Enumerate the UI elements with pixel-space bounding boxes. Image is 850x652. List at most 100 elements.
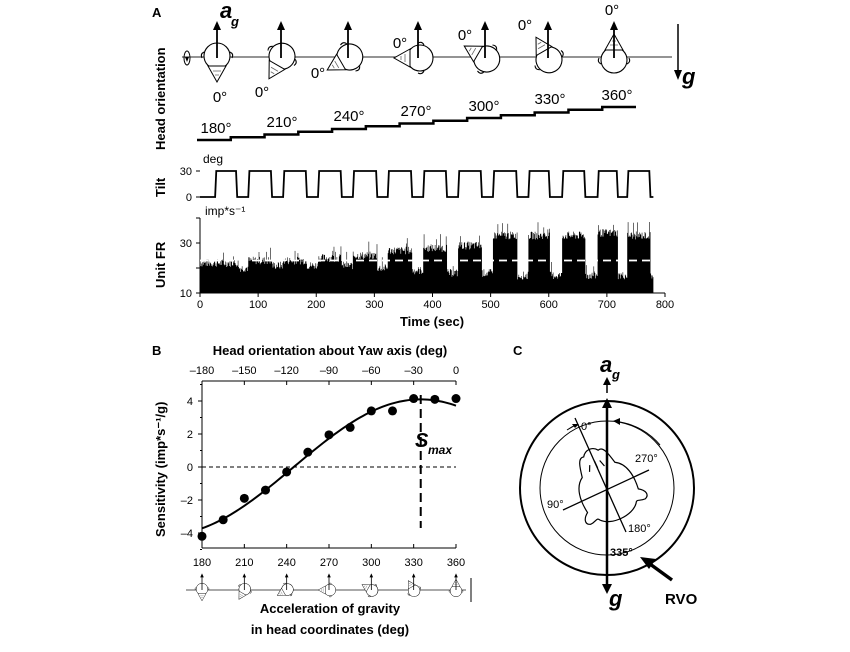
head-icon-240 bbox=[326, 42, 364, 72]
arrow-head bbox=[414, 21, 422, 30]
c-g-label: g bbox=[608, 586, 623, 611]
fr-xtick-200: 200 bbox=[307, 299, 325, 311]
ears bbox=[238, 584, 252, 594]
ag-arrow-icon bbox=[481, 21, 489, 58]
ag-arrow-icon bbox=[200, 573, 204, 590]
b-xlabel-line2: in head coordinates (deg) bbox=[251, 622, 409, 637]
ag-arrow-icon bbox=[414, 21, 422, 58]
tilt-ylabel: Tilt bbox=[153, 177, 168, 197]
fr-ytick-10: 10 bbox=[180, 288, 192, 300]
ag-arrow-icon bbox=[277, 21, 285, 58]
fr-ytick-30: 30 bbox=[180, 238, 192, 250]
b-xtick-bottom-270: 270 bbox=[320, 557, 338, 569]
zero-deg-label: 0° bbox=[605, 2, 619, 19]
ears bbox=[448, 589, 464, 593]
b-head-icon-210 bbox=[238, 583, 252, 600]
head-icon-210 bbox=[267, 42, 297, 80]
snout bbox=[197, 593, 207, 602]
b-data-point bbox=[218, 515, 228, 525]
fr-xtick-500: 500 bbox=[481, 299, 499, 311]
snout bbox=[535, 36, 553, 57]
ag-label: a bbox=[220, 0, 232, 23]
head-outline bbox=[323, 583, 336, 597]
deg-270-label: 270° bbox=[635, 453, 658, 465]
snout-detail bbox=[468, 47, 477, 56]
unit-fr-chart: imp*s⁻¹ Unit FR 30 10 Time (sec) 0 100 200… bbox=[153, 204, 674, 329]
snout-detail bbox=[200, 595, 204, 598]
yaw-rotation-icon bbox=[183, 50, 191, 66]
snout bbox=[207, 65, 227, 84]
stair-label-360: 360° bbox=[601, 87, 632, 104]
arrow-head bbox=[344, 21, 352, 30]
snout-detail bbox=[279, 591, 283, 595]
b-data-point bbox=[303, 447, 313, 457]
b-data-point bbox=[345, 422, 355, 432]
head-orientation-row: a g g 0° 0° 0° 0° 0° 0° 0° bbox=[182, 0, 696, 106]
naso-occipital-axis bbox=[574, 417, 627, 533]
gravity-arrow-icon bbox=[674, 24, 682, 80]
b-head-icon-330 bbox=[407, 580, 421, 597]
snout-detail bbox=[408, 582, 413, 586]
b-xlabel-line1: Acceleration of gravity bbox=[260, 601, 401, 616]
ag-arrow-icon bbox=[544, 21, 552, 58]
snout bbox=[317, 585, 326, 595]
deg-180-label: 180° bbox=[628, 523, 651, 535]
b-xtick-top: 0 bbox=[453, 365, 459, 377]
c-ag-subscript: g bbox=[611, 367, 620, 382]
deg-90-label: 90° bbox=[547, 499, 564, 511]
fr-ylabel: Unit FR bbox=[153, 241, 168, 288]
b-data-point bbox=[366, 406, 376, 416]
b-head-icon-300 bbox=[361, 583, 379, 598]
b-xtick-top: –180 bbox=[190, 365, 214, 377]
up-arrowhead-icon bbox=[602, 398, 612, 408]
zero-deg-label: 0° bbox=[311, 65, 325, 82]
stair-label-300: 300° bbox=[468, 98, 499, 115]
ears bbox=[283, 582, 293, 597]
ears bbox=[534, 50, 564, 71]
b-xtick-bottom-180: 180 bbox=[193, 557, 211, 569]
fr-xtick-800: 800 bbox=[656, 299, 674, 311]
arrow-head bbox=[277, 21, 285, 30]
b-data-point bbox=[451, 394, 461, 404]
b-xtick-bottom-210: 210 bbox=[235, 557, 253, 569]
arrow-head bbox=[369, 573, 374, 578]
snout-detail bbox=[213, 70, 221, 76]
arrow-head bbox=[454, 573, 458, 578]
stair-label-270: 270° bbox=[400, 103, 431, 120]
fr-unit: imp*s⁻¹ bbox=[205, 204, 245, 218]
ag-arrow-icon bbox=[344, 21, 352, 58]
b-data-point bbox=[282, 467, 292, 477]
b-ylabel: Sensitivity (imp*s⁻¹/g) bbox=[153, 402, 168, 537]
b-ytick--2: –2 bbox=[181, 495, 193, 507]
ears bbox=[367, 583, 377, 598]
snout-detail bbox=[364, 585, 368, 589]
fr-xtick-300: 300 bbox=[365, 299, 383, 311]
arrow-head bbox=[610, 21, 618, 30]
rvo-arrow-icon bbox=[640, 557, 674, 582]
snout bbox=[408, 580, 416, 590]
ears bbox=[407, 586, 421, 596]
ag-arrow-icon bbox=[610, 21, 618, 58]
snout-detail bbox=[537, 41, 546, 50]
b-top-title: Head orientation about Yaw axis (deg) bbox=[213, 343, 448, 358]
b-xtick-bottom-360: 360 bbox=[447, 557, 465, 569]
b-xtick-top: –90 bbox=[320, 365, 338, 377]
ears bbox=[477, 44, 498, 74]
snout bbox=[326, 53, 347, 71]
snout-detail bbox=[239, 594, 244, 598]
panel-label-a: A bbox=[152, 5, 162, 20]
stair-label-330: 330° bbox=[534, 91, 565, 108]
b-head-icon-240 bbox=[276, 582, 294, 597]
tilt-ytick-0: 0 bbox=[186, 192, 192, 204]
b-xtick-bottom-300: 300 bbox=[362, 557, 380, 569]
snout bbox=[392, 48, 411, 68]
b-xtick-top: –30 bbox=[404, 365, 422, 377]
panel-label-c: C bbox=[513, 343, 523, 358]
b-xtick-bottom-240: 240 bbox=[277, 557, 295, 569]
b-head-orientation-row bbox=[186, 573, 472, 602]
arrow-head bbox=[213, 21, 221, 30]
arrow-head bbox=[200, 573, 204, 578]
rvo-diagram: C a g g 0° 270° 90° 180° 335° RVO bbox=[513, 343, 698, 611]
smax-subscript: max bbox=[428, 443, 453, 457]
fr-xtick-400: 400 bbox=[423, 299, 441, 311]
